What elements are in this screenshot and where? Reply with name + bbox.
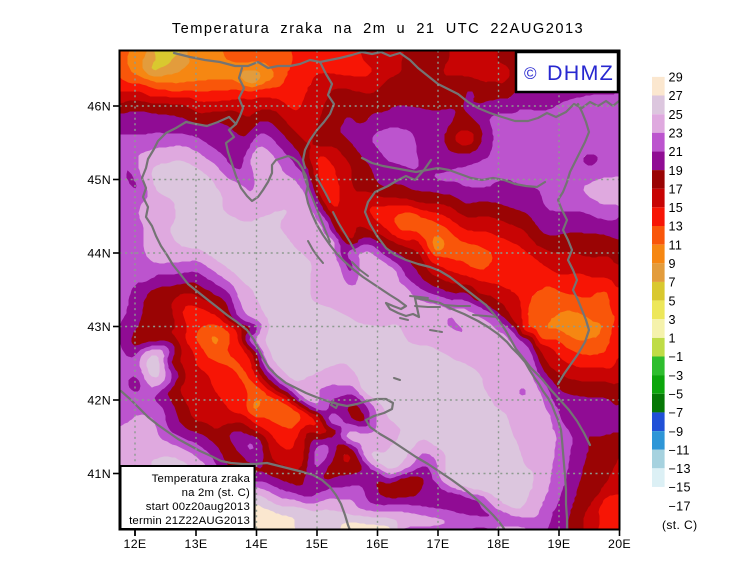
svg-text:41N: 41N (87, 467, 111, 481)
svg-text:17E: 17E (427, 537, 450, 551)
svg-text:42N: 42N (87, 394, 111, 408)
svg-text:13E: 13E (185, 537, 208, 551)
svg-text:19E: 19E (548, 537, 571, 551)
svg-text:46N: 46N (87, 100, 111, 114)
svg-text:12E: 12E (124, 537, 147, 551)
svg-text:23: 23 (669, 127, 684, 141)
svg-text:−17: −17 (669, 499, 691, 513)
svg-text:−13: −13 (669, 462, 691, 476)
svg-text:18E: 18E (487, 537, 510, 551)
svg-text:Temperatura zraka na 2m u 21 U: Temperatura zraka na 2m u 21 UTC 22AUG20… (172, 21, 584, 37)
svg-text:13: 13 (669, 220, 684, 234)
svg-text:−11: −11 (669, 443, 690, 457)
svg-text:44N: 44N (87, 247, 111, 261)
svg-text:16E: 16E (366, 537, 389, 551)
svg-text:20E: 20E (608, 537, 631, 551)
svg-text:−15: −15 (669, 481, 691, 495)
svg-text:15E: 15E (306, 537, 329, 551)
svg-text:3: 3 (669, 313, 676, 327)
svg-text:(st. C): (st. C) (662, 518, 697, 532)
svg-text:19: 19 (669, 164, 684, 178)
svg-text:−1: −1 (669, 350, 684, 364)
svg-text:DHMZ: DHMZ (547, 61, 614, 85)
svg-text:−9: −9 (669, 425, 684, 439)
svg-text:14E: 14E (245, 537, 268, 551)
svg-text:7: 7 (669, 276, 676, 290)
svg-text:27: 27 (669, 89, 684, 103)
svg-text:−5: −5 (669, 388, 684, 402)
svg-text:5: 5 (669, 294, 676, 308)
svg-text:−3: −3 (669, 369, 684, 383)
svg-text:43N: 43N (87, 320, 111, 334)
svg-text:15: 15 (669, 201, 684, 215)
svg-text:©: © (524, 64, 537, 83)
svg-text:na 2m (st. C): na 2m (st. C) (182, 487, 250, 499)
svg-text:45N: 45N (87, 173, 111, 187)
svg-text:−7: −7 (669, 406, 684, 420)
svg-text:11: 11 (669, 238, 683, 252)
svg-text:17: 17 (669, 182, 684, 196)
svg-text:termin 21Z22AUG2013: termin 21Z22AUG2013 (129, 515, 250, 527)
svg-text:Temperatura zraka: Temperatura zraka (152, 473, 251, 485)
svg-text:1: 1 (669, 332, 676, 346)
svg-text:start 00z20aug2013: start 00z20aug2013 (146, 501, 250, 513)
svg-text:25: 25 (669, 108, 684, 122)
svg-text:21: 21 (669, 145, 684, 159)
svg-text:9: 9 (669, 257, 676, 271)
svg-text:29: 29 (669, 71, 684, 85)
